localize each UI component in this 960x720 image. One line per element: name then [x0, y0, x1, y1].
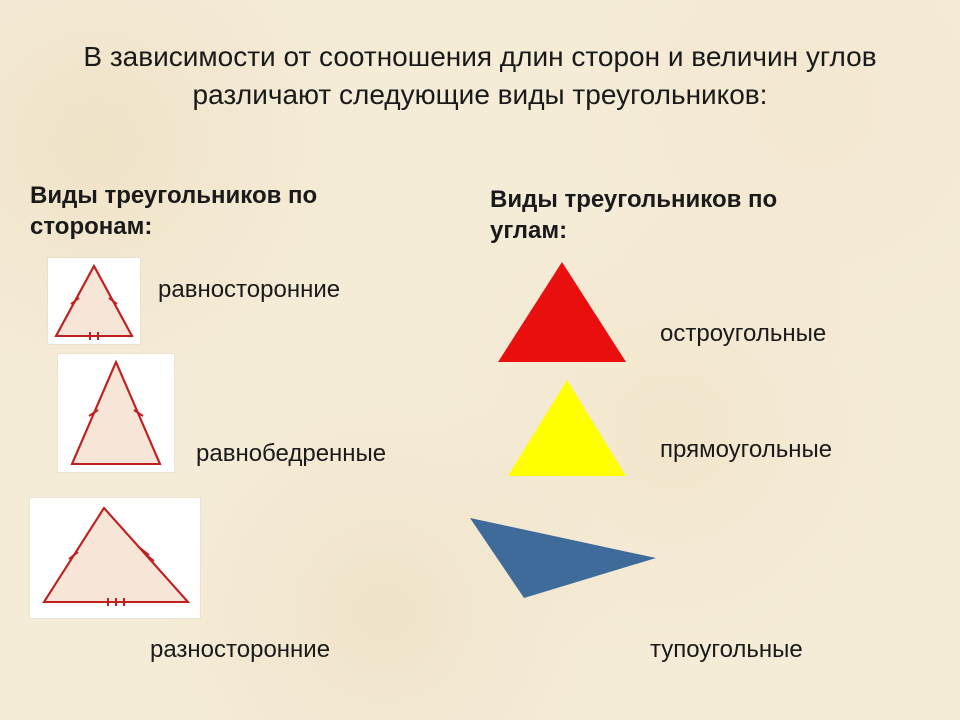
equilateral-label: равносторонние	[158, 276, 340, 304]
obtuse-label: тупоугольные	[650, 636, 803, 664]
isosceles-label: равнобедренные	[196, 440, 386, 468]
acute-label: остроугольные	[660, 320, 826, 348]
right-triangle-icon	[502, 376, 632, 482]
left-subheading: Виды треугольников по сторонам:	[30, 180, 390, 242]
right-subheading: Виды треугольников по углам:	[490, 184, 850, 246]
obtuse-triangle-icon	[460, 498, 660, 608]
equilateral-triangle-icon	[48, 258, 140, 344]
page-title: В зависимости от соотношения длин сторон…	[80, 38, 880, 114]
isosceles-card	[58, 354, 174, 472]
acute-triangle-icon	[492, 258, 632, 368]
scalene-label: разносторонние	[150, 636, 330, 664]
scalene-card	[30, 498, 200, 618]
isosceles-triangle-icon	[58, 354, 174, 472]
right-label: прямоугольные	[660, 436, 832, 464]
scalene-triangle-icon	[30, 498, 200, 618]
equilateral-card	[48, 258, 140, 344]
